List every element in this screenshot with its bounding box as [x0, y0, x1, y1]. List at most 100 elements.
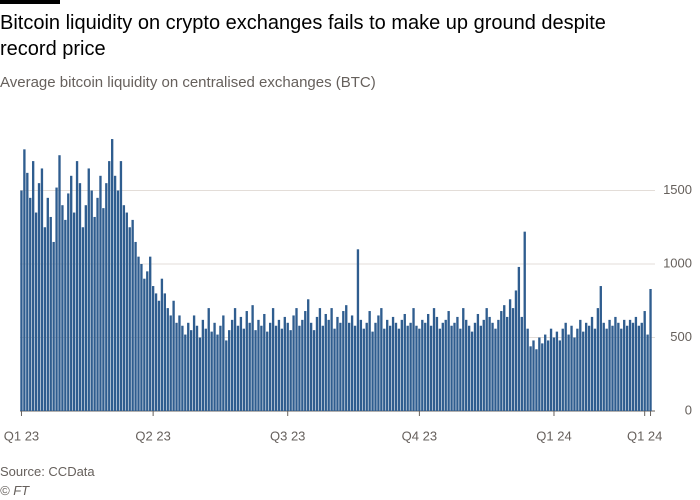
bar [61, 205, 64, 411]
bar [544, 334, 547, 411]
bar [617, 322, 620, 411]
x-tick-label: Q1 24 [536, 428, 571, 443]
bar [163, 293, 167, 411]
bar [128, 227, 131, 411]
bar [184, 334, 187, 411]
bar [593, 328, 597, 411]
bar [356, 249, 360, 411]
bar [620, 328, 623, 411]
bar [125, 212, 128, 411]
bar [160, 278, 164, 411]
bar [157, 300, 161, 411]
bar [429, 325, 433, 411]
bar [149, 256, 152, 411]
bar [257, 319, 260, 411]
bar [347, 322, 351, 411]
bar [447, 311, 450, 411]
bar [555, 331, 559, 411]
y-tick-label: 500 [670, 329, 692, 344]
bar [508, 299, 512, 411]
bar [623, 319, 626, 411]
bar [75, 161, 79, 411]
bar [368, 311, 371, 411]
bar [40, 168, 44, 411]
bar [251, 305, 254, 411]
credit: © FT [0, 483, 30, 498]
bar [110, 139, 114, 412]
bar [500, 311, 503, 411]
bar [558, 340, 562, 411]
bar [210, 331, 213, 411]
bar [503, 305, 506, 411]
bar [31, 161, 35, 411]
bar [43, 227, 47, 411]
bar [342, 311, 345, 411]
bar [383, 328, 386, 411]
bar [350, 315, 354, 411]
bar [266, 331, 269, 411]
bar [339, 322, 342, 411]
bar [263, 313, 266, 411]
bar [418, 328, 421, 411]
bar [29, 197, 32, 411]
bar [590, 316, 594, 411]
bar [131, 219, 134, 411]
bar [584, 322, 588, 411]
bar [289, 330, 292, 411]
source: Source: CCData [0, 464, 95, 479]
bar [81, 227, 85, 411]
bar [406, 325, 409, 411]
bar [309, 322, 313, 411]
bar [523, 231, 526, 411]
bar [330, 308, 333, 411]
bar [541, 343, 544, 411]
bar [444, 319, 447, 411]
bar [312, 330, 316, 411]
bar [105, 183, 108, 411]
bar [582, 331, 585, 411]
bar [181, 325, 184, 411]
bar [20, 190, 23, 411]
bar [409, 322, 412, 411]
bar [453, 322, 456, 411]
bar [570, 325, 573, 411]
bar [353, 325, 357, 411]
x-tick-label: Q3 23 [270, 428, 305, 443]
bar [365, 322, 368, 411]
bar [26, 172, 29, 411]
bar [274, 325, 278, 411]
bar [108, 161, 111, 411]
bar [216, 334, 219, 411]
bar [637, 325, 641, 411]
bar [87, 168, 90, 411]
bar [96, 197, 99, 411]
bar [573, 337, 576, 411]
bar [277, 319, 281, 411]
bar [201, 319, 205, 411]
bar [268, 322, 272, 411]
bar [225, 340, 228, 411]
bar [520, 316, 523, 411]
bar [134, 241, 137, 411]
bar [643, 311, 646, 411]
bar [421, 319, 424, 411]
bar [634, 316, 638, 411]
bar [374, 322, 377, 411]
bar [99, 175, 102, 411]
bar [538, 337, 541, 411]
bar [441, 322, 444, 411]
bar [78, 183, 82, 411]
bar [169, 315, 172, 411]
bar [640, 322, 643, 411]
bar [599, 286, 602, 411]
bar [192, 315, 196, 411]
bar [242, 328, 246, 411]
bar [219, 325, 222, 411]
bar [295, 308, 298, 411]
bar [465, 319, 468, 411]
bar [23, 149, 26, 411]
bar [248, 322, 251, 411]
bar [52, 241, 55, 411]
bar [605, 328, 608, 411]
